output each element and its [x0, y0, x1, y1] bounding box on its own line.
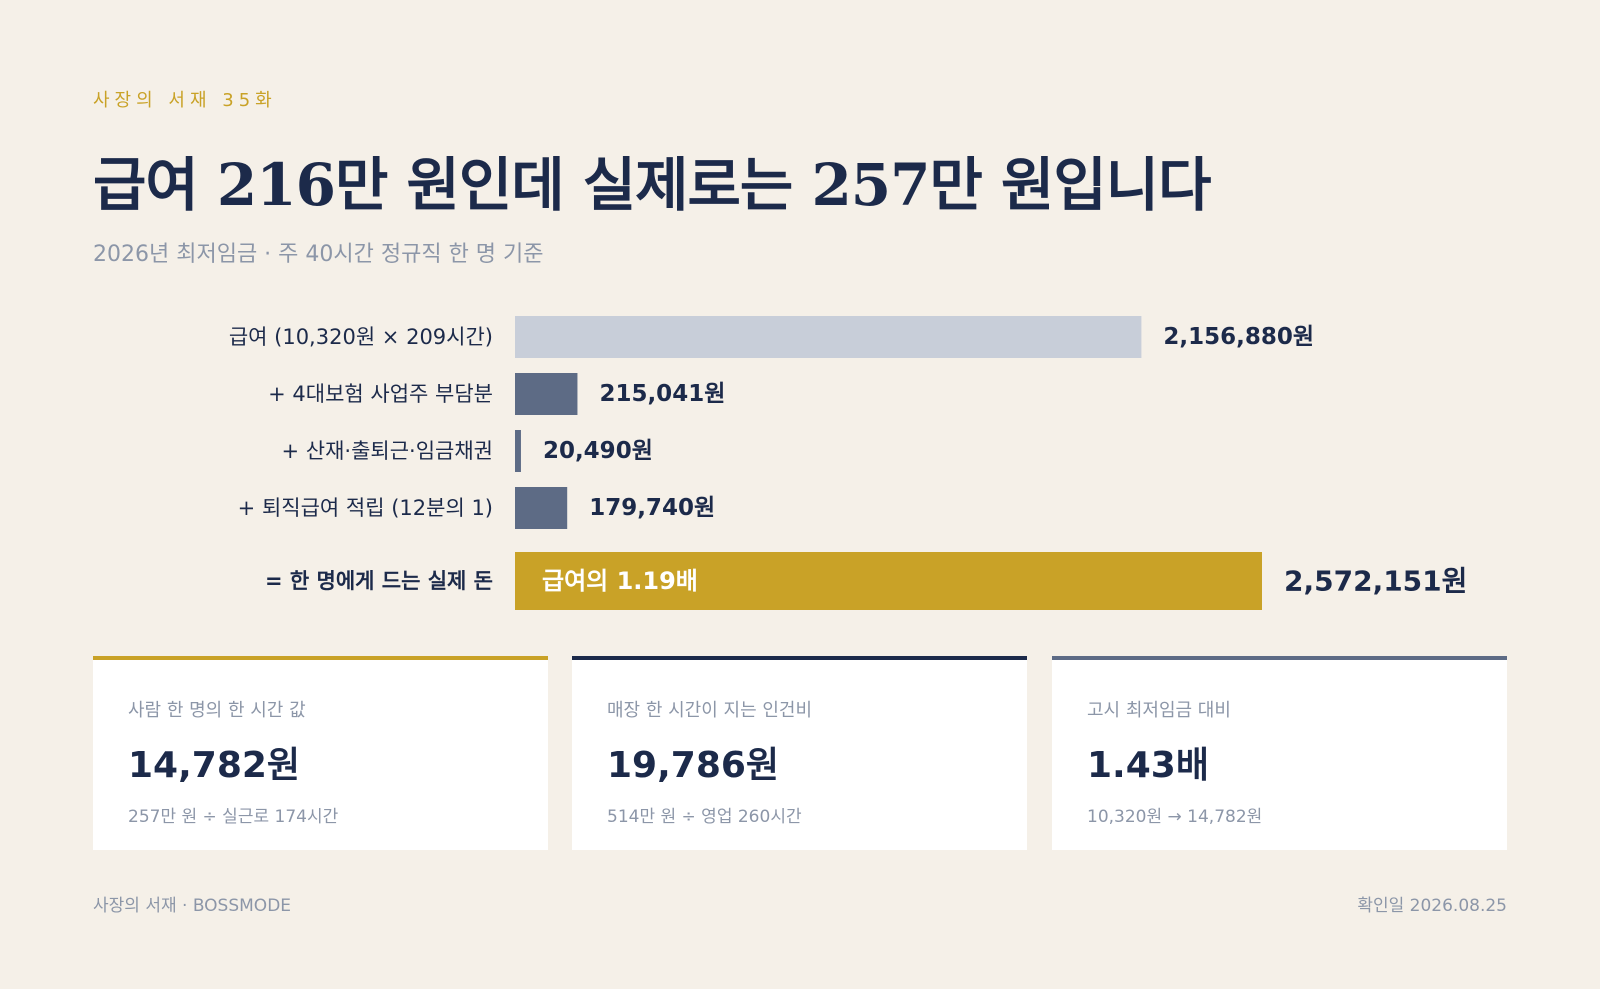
bar-label-accident-commute-wage: + 산재·출퇴근·임금채권 — [281, 439, 493, 463]
hourly-store-cost-card: 매장 한 시간이 지는 인건비 19,786원 514만 원 ÷ 영업 260시… — [572, 656, 1027, 850]
value-label-severance: 179,740원 — [589, 495, 715, 521]
card-label: 사람 한 명의 한 시간 값 — [128, 700, 306, 721]
hourly-person-cost-card: 사람 한 명의 한 시간 값 14,782원 257만 원 ÷ 실근로 174시… — [93, 656, 548, 850]
value-label-accident-commute-wage: 20,490원 — [543, 438, 653, 464]
page-title: 급여 216만 원인데 실제로는 257만 원입니다 — [93, 151, 1212, 219]
card-value: 1.43배 — [1087, 745, 1209, 786]
card-value: 19,786원 — [607, 745, 780, 786]
bar-total — [515, 552, 1262, 610]
card-value: 14,782원 — [128, 745, 301, 786]
min-wage-ratio-card: 고시 최저임금 대비 1.43배 10,320원 → 14,782원 — [1052, 656, 1507, 850]
bar-severance — [515, 487, 568, 529]
value-label-insurance: 215,041원 — [599, 381, 725, 407]
bar-salary — [515, 316, 1142, 358]
bar-label-insurance: + 4대보험 사업주 부담분 — [268, 382, 493, 406]
card-note: 257만 원 ÷ 실근로 174시간 — [128, 807, 339, 827]
footer-date: 확인일 2026.08.25 — [1357, 896, 1507, 916]
bar-accident-commute-wage — [515, 430, 521, 472]
bar-label-total: = 한 명에게 드는 실제 돈 — [265, 569, 493, 593]
eyebrow-label: 사장의 서재 35화 — [93, 90, 277, 111]
bar-label-severance: + 퇴직급여 적립 (12분의 1) — [238, 496, 493, 520]
card-note: 10,320원 → 14,782원 — [1087, 807, 1263, 827]
bar-label-salary: 급여 (10,320원 × 209시간) — [229, 325, 493, 349]
value-label-total: 2,572,151원 — [1284, 565, 1467, 598]
footer-brand: 사장의 서재 · BOSSMODE — [93, 896, 292, 916]
value-label-salary: 2,156,880원 — [1163, 324, 1314, 350]
total-ratio-label: 급여의 1.19배 — [542, 567, 698, 595]
cost-breakdown-chart: 급여 (10,320원 × 209시간) 2,156,880원 + 4대보험 사업주… — [229, 316, 1467, 610]
card-note: 514만 원 ÷ 영업 260시간 — [607, 807, 802, 827]
bar-insurance — [515, 373, 578, 415]
page-subtitle: 2026년 최저임금 · 주 40시간 정규직 한 명 기준 — [93, 242, 544, 267]
card-label: 고시 최저임금 대비 — [1087, 700, 1231, 721]
card-label: 매장 한 시간이 지는 인건비 — [607, 700, 813, 721]
